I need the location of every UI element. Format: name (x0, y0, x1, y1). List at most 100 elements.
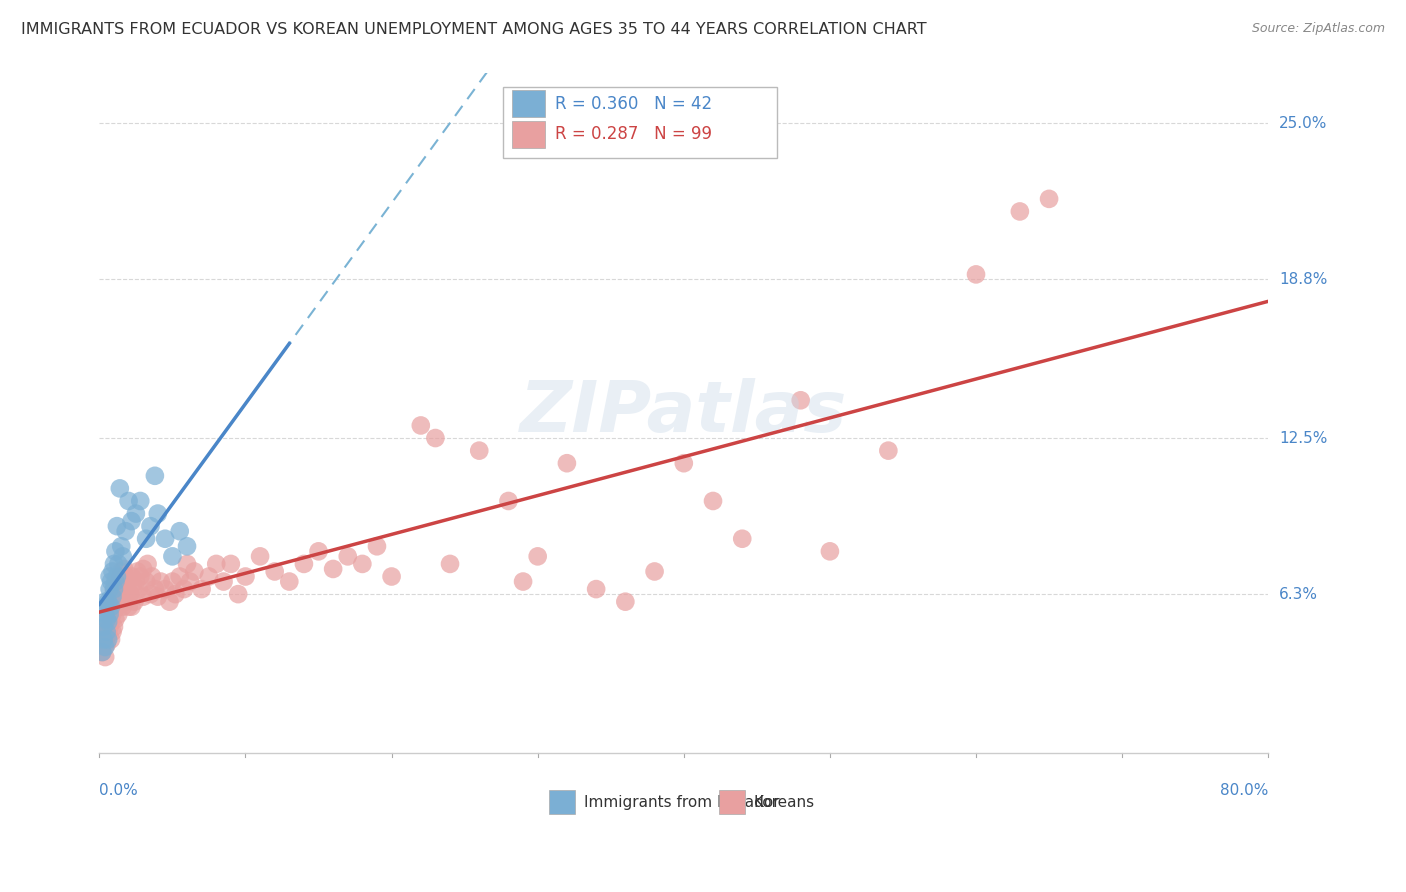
Point (108, 569, 131, 583)
Point (139, 587, 162, 601)
Point (114, 524, 136, 539)
Point (97, 632, 120, 647)
Point (322, 562, 344, 576)
Bar (550, 790, 575, 814)
Point (585, 582, 607, 596)
Point (219, 557, 242, 571)
Point (112, 562, 135, 576)
Text: IMMIGRANTS FROM ECUADOR VS KOREAN UNEMPLOYMENT AMONG AGES 35 TO 44 YEARS CORRELA: IMMIGRANTS FROM ECUADOR VS KOREAN UNEMPL… (21, 22, 927, 37)
Point (93, 632, 115, 647)
Point (336, 549, 359, 564)
Point (94, 650, 117, 665)
Point (789, 393, 811, 408)
Point (352, 557, 374, 571)
Point (198, 569, 221, 583)
Point (104, 612, 127, 626)
Text: Koreans: Koreans (754, 795, 815, 810)
Bar (512, 120, 544, 148)
Point (105, 569, 128, 583)
Point (97, 627, 120, 641)
Point (103, 602, 125, 616)
Point (103, 620, 125, 634)
Point (132, 562, 155, 576)
Point (108, 482, 131, 496)
FancyBboxPatch shape (502, 87, 778, 158)
Point (111, 577, 134, 591)
Point (439, 557, 461, 571)
Point (143, 468, 166, 483)
Point (153, 582, 176, 596)
Point (1038, 192, 1060, 206)
Text: 6.3%: 6.3% (1279, 587, 1319, 601)
Point (115, 582, 138, 596)
Point (165, 587, 187, 601)
Point (512, 574, 534, 589)
Point (153, 532, 176, 546)
Point (111, 549, 134, 564)
Point (614, 595, 637, 609)
Point (249, 549, 271, 564)
Point (292, 557, 315, 571)
Point (468, 443, 491, 458)
Text: Immigrants from Ecuador: Immigrants from Ecuador (585, 795, 780, 810)
Point (149, 574, 172, 589)
Point (672, 456, 695, 470)
Point (702, 494, 724, 508)
Bar (512, 90, 544, 117)
Point (162, 574, 184, 589)
Point (100, 595, 122, 609)
Point (98, 599, 121, 614)
Point (112, 582, 135, 596)
Point (526, 549, 548, 564)
Point (101, 590, 124, 604)
Point (136, 557, 159, 571)
Point (101, 607, 124, 622)
Point (124, 595, 146, 609)
Point (107, 557, 129, 571)
Point (129, 494, 152, 508)
Point (103, 557, 125, 571)
Point (110, 590, 132, 604)
Point (117, 494, 139, 508)
Point (644, 565, 666, 579)
Point (91, 645, 114, 659)
Point (94, 640, 117, 654)
Point (125, 507, 148, 521)
Point (183, 565, 205, 579)
Point (108, 595, 131, 609)
Point (128, 582, 150, 596)
Point (498, 494, 520, 508)
Point (97, 615, 120, 629)
Point (366, 539, 388, 553)
Point (98, 569, 121, 583)
Point (122, 582, 145, 596)
Point (97, 595, 120, 609)
Point (425, 431, 447, 445)
Point (176, 539, 198, 553)
Point (190, 582, 212, 596)
Point (105, 519, 128, 533)
Point (97, 607, 120, 622)
Text: 0.0%: 0.0% (100, 783, 138, 798)
Text: ZIPatlas: ZIPatlas (520, 378, 848, 448)
Point (162, 549, 184, 564)
Point (179, 574, 201, 589)
Text: 25.0%: 25.0% (1279, 116, 1327, 131)
Point (107, 587, 129, 601)
Point (278, 574, 301, 589)
Point (104, 544, 127, 558)
Point (141, 569, 163, 583)
Point (110, 539, 132, 553)
Point (159, 595, 181, 609)
Text: Source: ZipAtlas.com: Source: ZipAtlas.com (1251, 22, 1385, 36)
Point (818, 544, 841, 558)
Point (146, 507, 169, 521)
Bar (718, 790, 745, 814)
Point (731, 532, 754, 546)
Point (121, 514, 143, 528)
Point (135, 532, 157, 546)
Point (94, 595, 117, 609)
Point (100, 574, 122, 589)
Text: 80.0%: 80.0% (1220, 783, 1268, 798)
Point (176, 557, 198, 571)
